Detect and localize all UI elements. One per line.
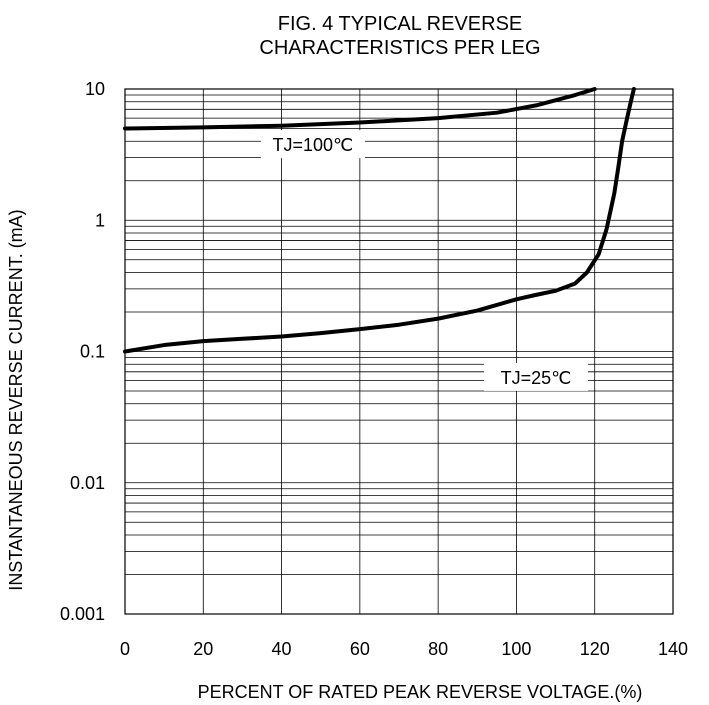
x-tick-label: 0 bbox=[120, 639, 130, 659]
chart-grid bbox=[124, 88, 674, 615]
chart-annotations: TJ=100℃ TJ=25℃ bbox=[260, 130, 588, 391]
annotation-label-tj-25: TJ=25℃ bbox=[501, 368, 572, 388]
x-tick-label: 20 bbox=[193, 639, 213, 659]
y-tick-label: 10 bbox=[85, 79, 105, 99]
chart-ticks: 0 20 40 60 80 100 120 140 0.001 0.01 0.1 1 10 bbox=[60, 79, 688, 659]
y-tick-label: 0.001 bbox=[60, 604, 105, 624]
y-tick-label: 0.01 bbox=[70, 473, 105, 493]
y-tick-label: 1 bbox=[95, 210, 105, 230]
x-tick-label: 40 bbox=[272, 639, 292, 659]
series-curve-tj-100 bbox=[123, 87, 597, 131]
y-tick-label: 0.1 bbox=[80, 342, 105, 362]
annotation-box bbox=[260, 130, 365, 159]
chart-title-line-1: FIG. 4 TYPICAL REVERSE bbox=[277, 13, 523, 35]
x-tick-label: 140 bbox=[658, 639, 688, 659]
series-curve-tj-25 bbox=[123, 87, 636, 354]
annotation-box bbox=[484, 362, 588, 391]
x-tick-label: 80 bbox=[428, 639, 448, 659]
x-tick-label: 120 bbox=[580, 639, 610, 659]
x-tick-label: 60 bbox=[350, 639, 370, 659]
x-axis-label: PERCENT OF RATED PEAK REVERSE VOLTAGE.(%… bbox=[197, 682, 643, 702]
chart-curves bbox=[123, 87, 636, 354]
annotation-label-tj-100: TJ=100℃ bbox=[273, 135, 354, 155]
chart-title-line-2: CHARACTERISTICS PER LEG bbox=[259, 37, 541, 59]
y-axis-label: INSTANTANEOUS REVERSE CURRENT. (mA) bbox=[6, 209, 26, 591]
x-tick-label: 100 bbox=[501, 639, 531, 659]
